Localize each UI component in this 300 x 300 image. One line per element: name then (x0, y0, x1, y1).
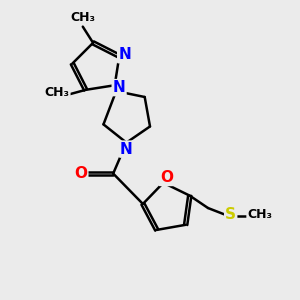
Text: S: S (225, 207, 236, 222)
Text: CH₃: CH₃ (70, 11, 95, 24)
Text: O: O (74, 166, 87, 181)
Text: N: N (120, 142, 133, 157)
Text: CH₃: CH₃ (247, 208, 272, 221)
Text: CH₃: CH₃ (45, 86, 70, 99)
Text: O: O (160, 170, 173, 185)
Text: N: N (113, 80, 125, 95)
Text: N: N (118, 47, 131, 62)
